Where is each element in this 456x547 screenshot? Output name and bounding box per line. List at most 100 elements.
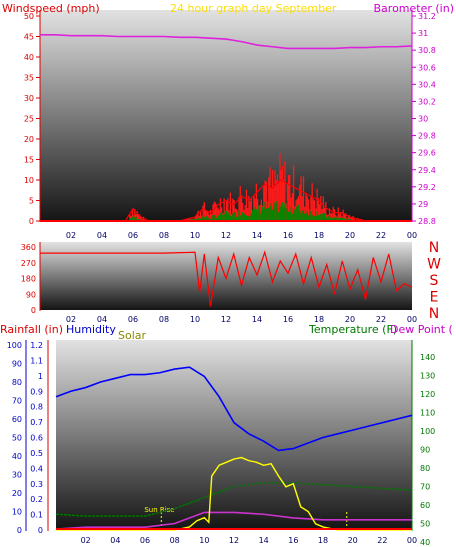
temperature-title: Temperature (F) — [308, 323, 397, 336]
panel1-time-label: 16 — [283, 231, 293, 240]
temperature-tick-label: 120 — [420, 390, 435, 399]
rainfall-tick-label: 0.5 — [30, 449, 43, 458]
panel2-time-label: 16 — [283, 315, 293, 324]
solar-line — [56, 456, 412, 531]
panel1-time-label: 00 — [407, 231, 417, 240]
windspeed-tick-label: 35 — [24, 74, 34, 83]
windspeed-tick-label: 40 — [24, 53, 34, 62]
barometer-tick-label: 30.2 — [418, 97, 436, 106]
panel3-time-label: 18 — [318, 536, 328, 545]
temperature-axis: 40 50 60 70 80 90 100 110 120 130 140 — [411, 340, 435, 547]
graph-title: 24 hour graph day September — [170, 2, 337, 15]
compass-letter: E — [430, 290, 439, 306]
windspeed-tick-label: 20 — [24, 135, 34, 144]
temperature-tick-label: 40 — [420, 538, 430, 547]
windspeed-tick-label: 0 — [29, 217, 34, 226]
panel2-time-label: 14 — [252, 315, 262, 324]
dewpoint-title: Dew Point ( — [390, 323, 453, 336]
barometer-tick-label: 30 — [418, 115, 428, 124]
temperature-tick-label: 60 — [420, 501, 430, 510]
rainfall-tick-label: 1 — [38, 372, 43, 381]
rainfall-tick-label: 0.3 — [30, 480, 43, 489]
panel3-time-label: 14 — [259, 536, 269, 545]
barometer-tick-label: 29.8 — [418, 132, 436, 141]
panel2-time-label: 08 — [159, 315, 169, 324]
barometer-tick-label: 29.4 — [418, 166, 436, 175]
panel3-time-label: 04 — [110, 536, 120, 545]
barometer-tick-label: 31.2 — [418, 12, 436, 21]
panel1-time-label: 22 — [376, 231, 386, 240]
temperature-tick-label: 140 — [420, 353, 435, 362]
windspeed-tick-label: 5 — [29, 197, 34, 206]
humidity-line — [55, 366, 413, 452]
panel3-time-label: 06 — [140, 536, 150, 545]
humidity-title: Humidity — [66, 323, 116, 336]
humidity-tick-label: 10 — [12, 508, 22, 517]
rainfall-tick-label: 0.2 — [30, 495, 43, 504]
barometer-tick-label: 30.6 — [418, 63, 436, 72]
panel2-time-axis: 02 04 06 08 10 12 14 16 18 20 22 00 — [66, 315, 417, 324]
panel2-time-label: 04 — [97, 315, 107, 324]
rainfall-tick-label: 0 — [38, 526, 43, 535]
humidity-axis: 0 10 20 30 40 50 60 70 80 90 100 — [7, 340, 27, 535]
barometer-tick-label: 31 — [418, 29, 428, 38]
panel1-time-label: 14 — [252, 231, 262, 240]
panel3-time-label: 16 — [288, 536, 298, 545]
panel2-time-label: 00 — [407, 315, 417, 324]
barometer-tick-label: 29 — [418, 200, 428, 209]
windspeed-tick-label: 30 — [24, 94, 34, 103]
panel3-time-label: 20 — [348, 536, 358, 545]
rainfall-tick-label: 0.4 — [30, 464, 43, 473]
humidity-tick-label: 0 — [17, 526, 22, 535]
temperature-tick-label: 80 — [420, 464, 430, 473]
rainfall-tick-label: 0.1 — [30, 511, 43, 520]
panel3-time-label: 22 — [377, 536, 387, 545]
panel1-time-label: 20 — [345, 231, 355, 240]
solar-title: Solar — [118, 329, 147, 342]
temperature-tick-label: 110 — [420, 409, 435, 418]
humidity-tick-label: 30 — [12, 471, 22, 480]
compass-letter: S — [430, 273, 439, 289]
panel2-time-label: 02 — [66, 315, 76, 324]
rainfall-title: Rainfall (in) — [0, 323, 63, 336]
humidity-tick-label: 90 — [12, 360, 22, 369]
humidity-tick-label: 60 — [12, 415, 22, 424]
windspeed-axis: 0 5 10 15 20 25 30 35 40 45 50 — [24, 10, 41, 226]
sunrise-label: Sun Rise — [144, 506, 174, 514]
wind-plot-area — [40, 10, 412, 222]
direction-axis: 0 90 180 270 360 — [21, 242, 41, 315]
temperature-tick-label: 100 — [420, 427, 435, 436]
direction-tick-label: 360 — [21, 243, 36, 252]
barometer-tick-label: 29.2 — [418, 183, 436, 192]
barometer-title: Barometer (in) — [374, 2, 455, 15]
direction-tick-label: 180 — [21, 275, 36, 284]
barometer-tick-label: 28.8 — [418, 217, 436, 226]
barometer-tick-label: 30.8 — [418, 46, 436, 55]
rainfall-tick-label: 1.1 — [30, 356, 43, 365]
humidity-temperature-panel: Rainfall (in) Humidity Solar Temperature… — [0, 323, 453, 547]
humidity-tick-label: 70 — [12, 397, 22, 406]
compass-letter: N — [429, 240, 439, 256]
direction-plot-area — [40, 242, 412, 310]
temperature-tick-label: 130 — [420, 372, 435, 381]
panel1-time-label: 18 — [314, 231, 324, 240]
humidity-tick-label: 40 — [12, 452, 22, 461]
panel3-time-label: 00 — [407, 536, 417, 545]
humidity-tick-label: 50 — [12, 434, 22, 443]
rainfall-tick-label: 0.6 — [30, 434, 43, 443]
panel1-time-label: 04 — [97, 231, 107, 240]
humidity-tick-label: 20 — [12, 489, 22, 498]
panel1-time-label: 08 — [159, 231, 169, 240]
windspeed-tick-label: 25 — [24, 115, 34, 124]
rainfall-tick-label: 0.9 — [30, 387, 43, 396]
direction-tick-label: 90 — [26, 290, 36, 299]
panel3-time-label: 12 — [229, 536, 239, 545]
rainfall-tick-label: 1.2 — [30, 341, 43, 350]
direction-tick-label: 270 — [21, 259, 36, 268]
panel3-time-label: 02 — [81, 536, 91, 545]
wind-barometer-panel: Windspeed (mph) 24 hour graph day Septem… — [2, 2, 454, 240]
barometer-line — [40, 33, 413, 50]
wind-gust-bars — [129, 153, 362, 221]
